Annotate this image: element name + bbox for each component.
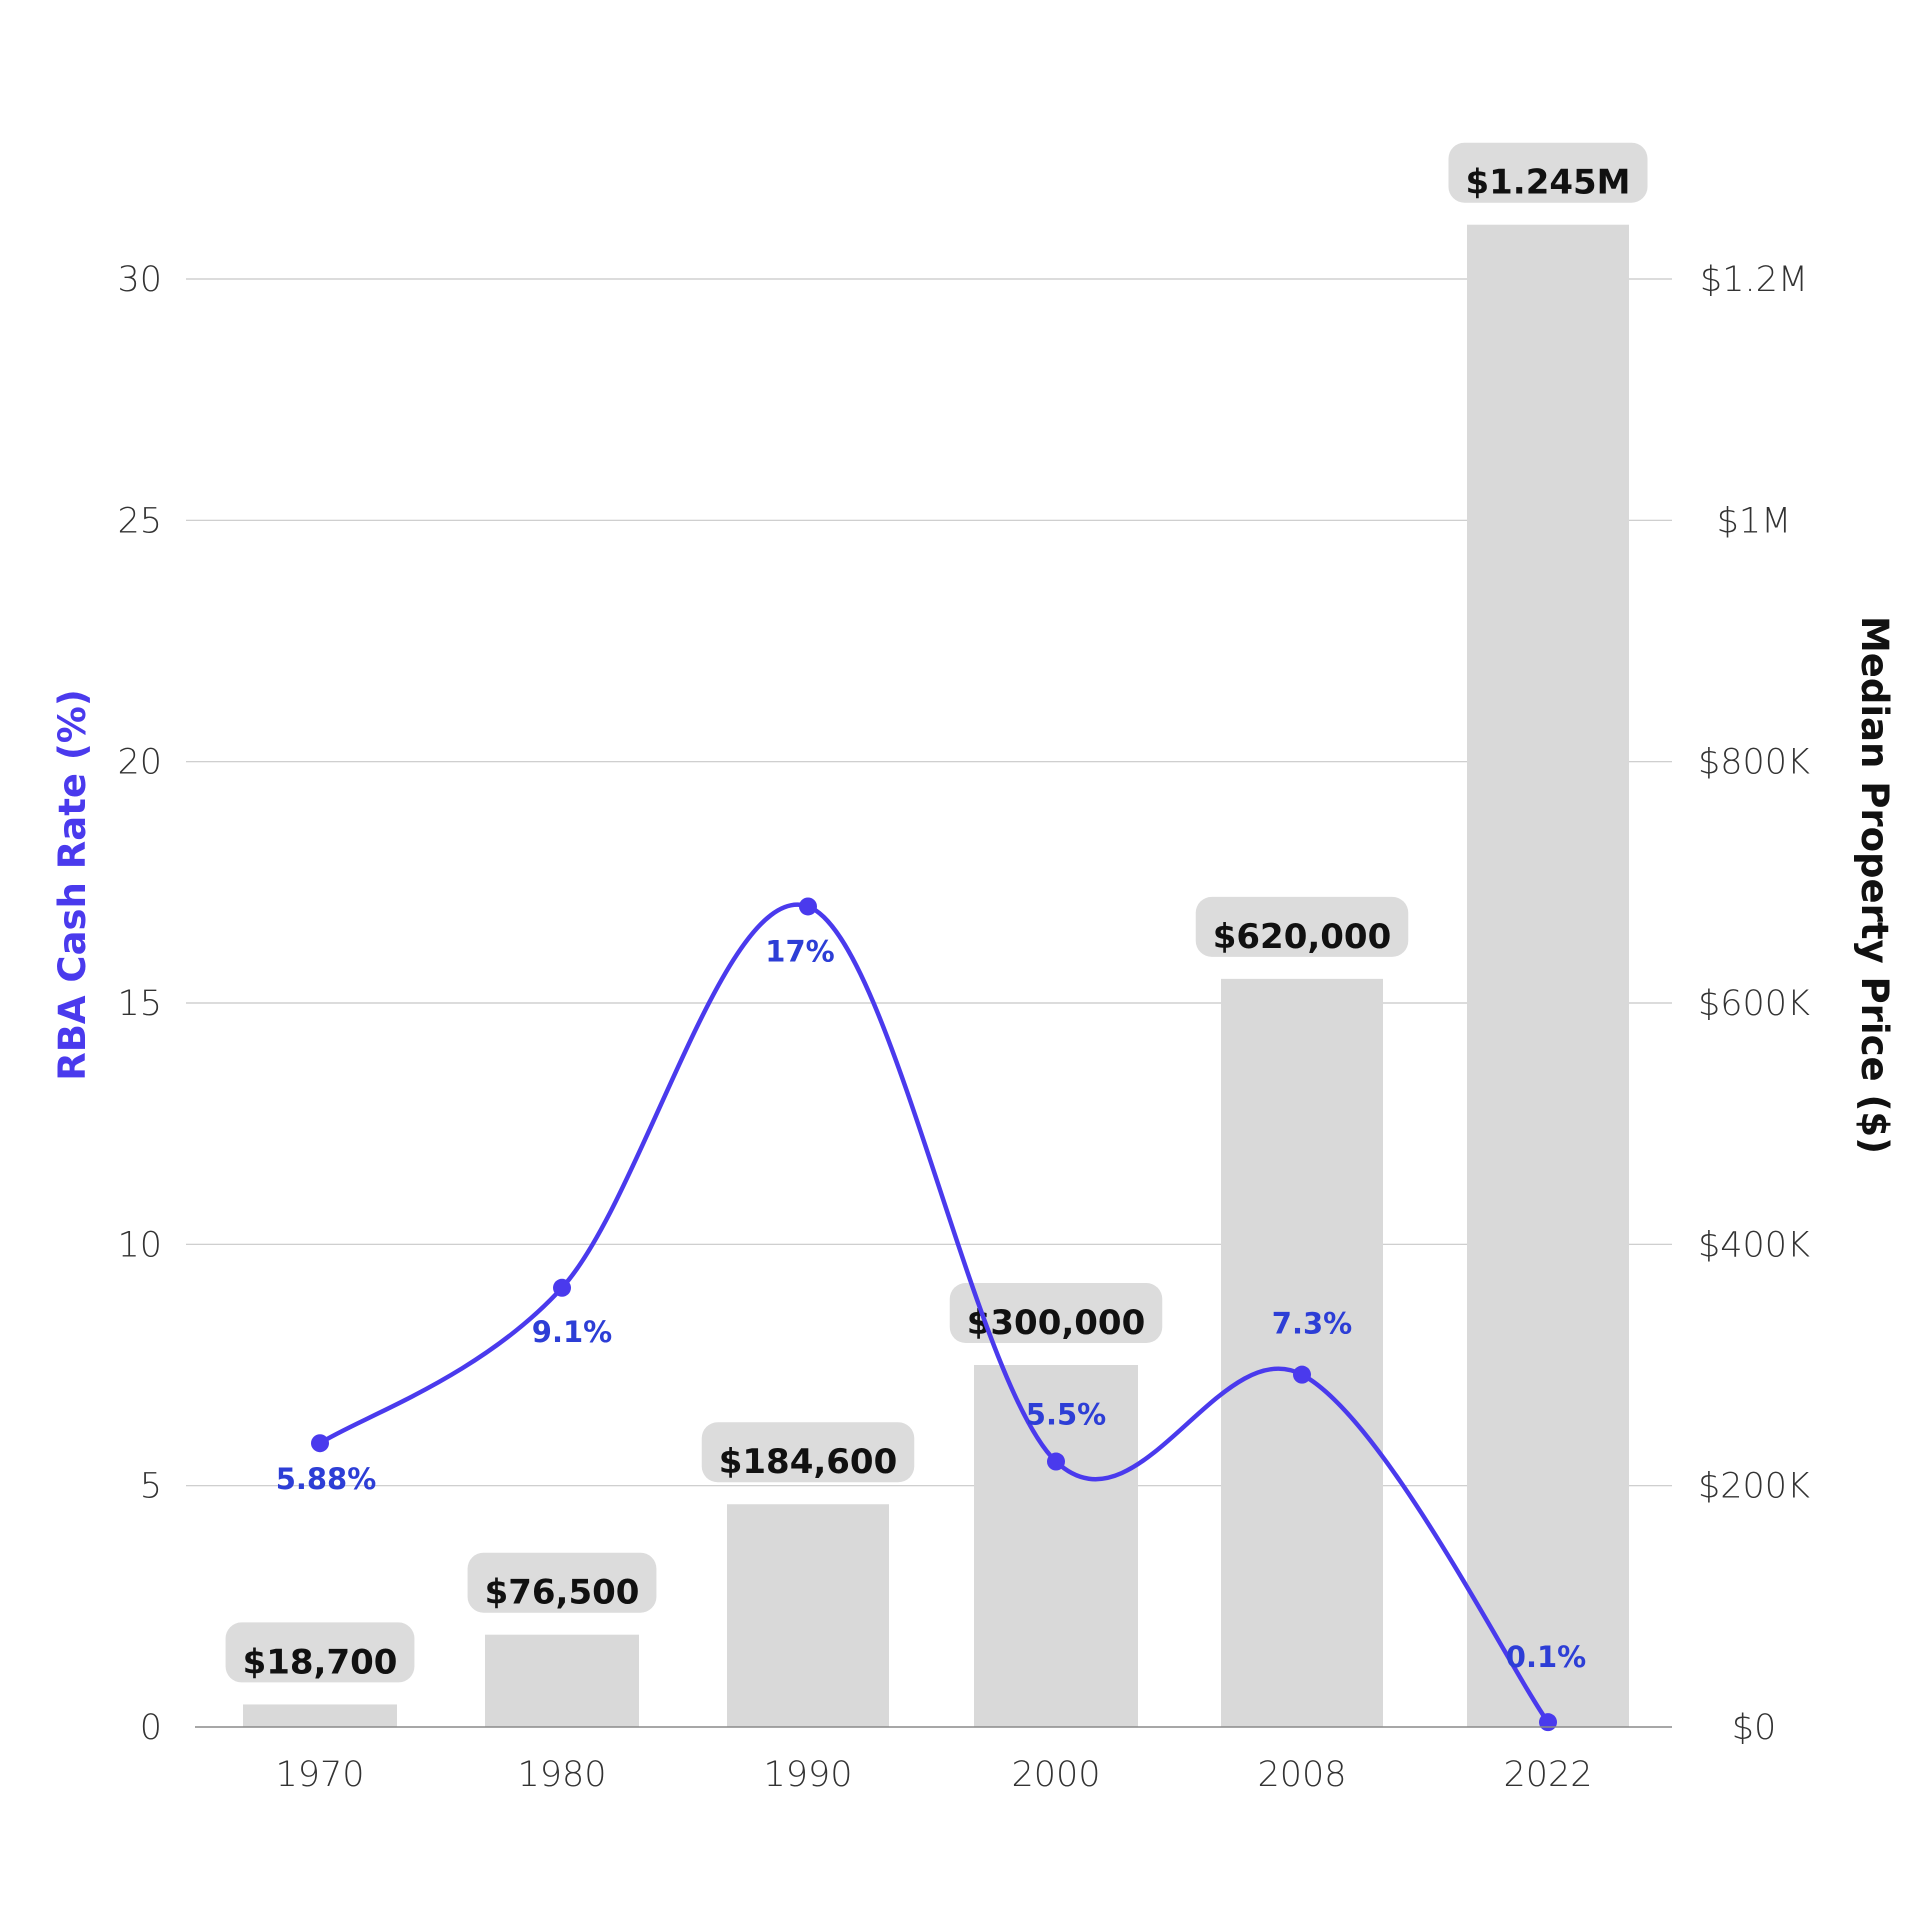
price-bar-labels: $18,700 $76,500 $184,600 $300,000 $620,000 $1… [225,142,1648,1683]
price-bar-label: $1.245M [1448,142,1648,203]
x-tick-label: 2022 [1503,1755,1592,1795]
cash-rate-label: 5.5% [1026,1398,1106,1432]
price-bar-label-box [467,1552,657,1613]
price-bar-label: $300,000 [949,1283,1163,1343]
price-bars [243,224,1629,1728]
x-tick-label: 2000 [1011,1755,1100,1795]
right-tick-label: $400K [1698,1225,1810,1265]
left-tick-label: 30 [117,260,162,300]
cash-rate-point [311,1434,329,1453]
right-tick-label: $200K [1698,1467,1810,1507]
right-axis-title: Median Property Price ($) [1853,616,1896,1154]
left-tick-label: 20 [117,743,162,783]
x-tick-label: 1970 [275,1755,364,1795]
left-tick-label: 15 [117,984,162,1024]
price-bar [485,1634,639,1727]
right-tick-label: $0 [1732,1708,1777,1748]
price-bar-label-text: $184,600 [719,1442,898,1482]
left-tick-label: 10 [117,1225,162,1265]
cash-rate-point [1539,1713,1557,1732]
price-bar-label-box [949,1283,1163,1343]
cash-rate-point [799,897,817,916]
cash-rate-labels: 5.88% 9.1% 17% 5.5% 7.3% 0.1% [276,934,1587,1674]
price-bar [974,1365,1138,1727]
price-bar [727,1504,889,1727]
left-tick-label: 0 [140,1708,162,1748]
right-tick-label: $800K [1698,743,1810,783]
left-tick-label: 25 [117,501,162,541]
cash-rate-label: 9.1% [532,1315,612,1349]
price-bar-label-box [1448,142,1648,203]
price-bar-label: $76,500 [467,1552,657,1613]
price-bar-label-text: $1.245M [1465,163,1630,203]
cash-rate-point [1047,1452,1065,1471]
cash-rate-label: 5.88% [276,1462,377,1496]
cash-rate-point [1293,1365,1311,1384]
price-bar-label: $620,000 [1195,896,1409,957]
price-bar-label-box [701,1422,915,1483]
x-tick-label: 2008 [1257,1755,1346,1795]
price-bar-label: $184,600 [701,1422,915,1483]
price-bar [1221,978,1383,1727]
cash-rate-label: 7.3% [1272,1307,1352,1341]
left-tick-label: 5 [140,1467,162,1507]
left-axis-title: RBA Cash Rate (%) [51,689,94,1081]
cash-rate-label: 0.1% [1506,1640,1586,1674]
price-bar [1467,224,1629,1728]
cash-rate-point [553,1278,571,1297]
price-bar-label-text: $18,700 [243,1642,398,1682]
price-bar-label: $18,700 [225,1622,415,1683]
right-tick-label: $1M [1717,501,1792,541]
axes: 0 5 10 15 20 25 30 $0 $200K $400K $600K $800K $1M $1.… [117,260,1810,1795]
gridlines [186,278,1672,1487]
x-tick-label: 1980 [517,1755,606,1795]
cash-rate-label: 17% [765,934,834,968]
price-bar-label-box [225,1622,415,1683]
price-bar-label-text: $76,500 [485,1573,640,1613]
price-bar-label-text: $620,000 [1213,917,1392,957]
price-bar-label-text: $300,000 [967,1303,1146,1343]
price-bar [243,1704,397,1727]
price-bar-label-box [1195,896,1409,957]
right-tick-label: $600K [1698,984,1810,1024]
x-tick-label: 1990 [763,1755,852,1795]
right-tick-label: $1.2M [1700,260,1808,300]
